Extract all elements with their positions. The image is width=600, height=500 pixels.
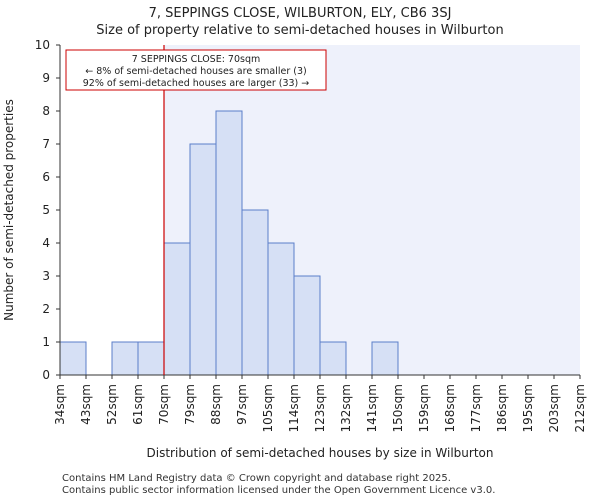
x-tick-label: 203sqm	[547, 384, 561, 432]
annotation-smaller: ← 8% of semi-detached houses are smaller…	[85, 66, 306, 77]
x-tick-label: 61sqm	[131, 384, 145, 425]
x-tick-label: 123sqm	[313, 384, 327, 432]
bar	[59, 341, 87, 376]
y-tick-label: 5	[42, 203, 50, 217]
footer-copyright: Contains HM Land Registry data © Crown c…	[62, 473, 451, 484]
chart-title: 7, SEPPINGS CLOSE, WILBURTON, ELY, CB6 3…	[148, 6, 452, 21]
x-tick-label: 34sqm	[53, 384, 67, 425]
bar	[319, 341, 347, 376]
bar	[215, 110, 243, 376]
bar	[137, 341, 165, 376]
x-tick-label: 43sqm	[79, 384, 93, 425]
y-tick-label: 8	[42, 104, 50, 118]
bar	[267, 242, 295, 376]
x-tick-label: 88sqm	[209, 384, 223, 425]
x-tick-label: 52sqm	[105, 384, 119, 425]
y-tick-label: 10	[35, 38, 50, 52]
bar	[111, 341, 139, 376]
bar	[371, 341, 399, 376]
chart-subtitle: Size of property relative to semi-detach…	[96, 23, 504, 38]
annotation-title: 7 SEPPINGS CLOSE: 70sqm	[132, 54, 261, 65]
x-tick-label: 132sqm	[339, 384, 353, 432]
bar	[189, 143, 217, 376]
y-tick-label: 1	[42, 335, 50, 349]
footer-licence: Contains public sector information licen…	[62, 485, 496, 496]
x-tick-label: 141sqm	[365, 384, 379, 432]
x-tick-label: 168sqm	[443, 384, 457, 432]
x-tick-label: 97sqm	[235, 384, 249, 425]
bar	[293, 275, 321, 376]
annotation-larger: 92% of semi-detached houses are larger (…	[83, 78, 310, 89]
y-tick-label: 2	[42, 302, 50, 316]
x-tick-label: 195sqm	[521, 384, 535, 432]
y-axis-title: Number of semi-detached properties	[2, 99, 16, 321]
x-tick-label: 212sqm	[573, 384, 587, 432]
y-tick-label: 9	[42, 71, 50, 85]
y-tick-label: 3	[42, 269, 50, 283]
x-tick-label: 150sqm	[391, 384, 405, 432]
bar	[241, 209, 269, 376]
y-tick-label: 7	[42, 137, 50, 151]
x-tick-label: 79sqm	[183, 384, 197, 425]
x-tick-label: 70sqm	[157, 384, 171, 425]
x-tick-label: 114sqm	[287, 384, 301, 432]
x-tick-label: 186sqm	[495, 384, 509, 432]
x-axis-title: Distribution of semi-detached houses by …	[147, 446, 494, 460]
x-tick-label: 159sqm	[417, 384, 431, 432]
y-tick-label: 0	[42, 368, 50, 382]
x-tick-label: 105sqm	[261, 384, 275, 432]
y-tick-label: 4	[42, 236, 50, 250]
annotation-box	[65, 49, 327, 91]
bar	[163, 242, 191, 376]
y-tick-label: 6	[42, 170, 50, 184]
x-tick-label: 177sqm	[469, 384, 483, 432]
